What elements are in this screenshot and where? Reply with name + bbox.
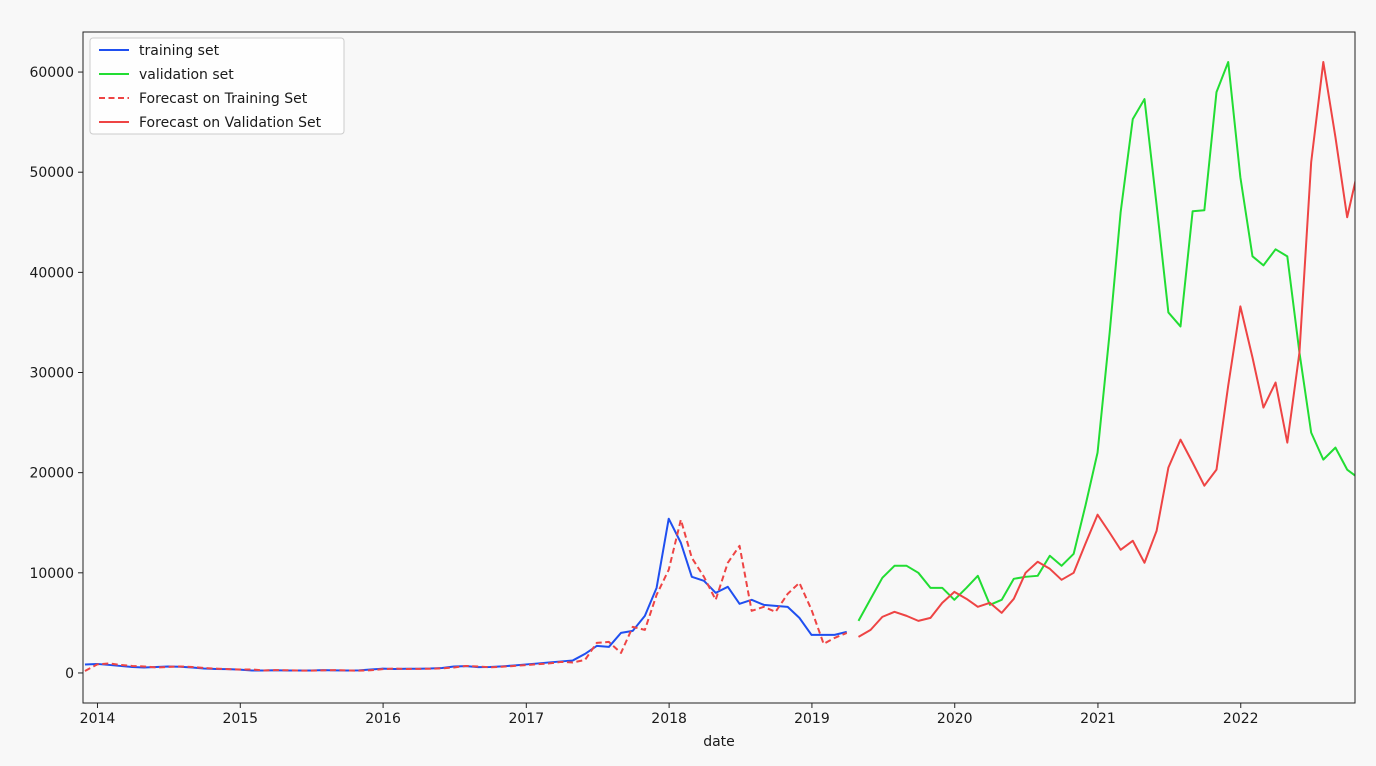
legend-label: Forecast on Validation Set (139, 115, 322, 131)
x-tick-label: 2014 (80, 711, 116, 727)
y-tick-label: 10000 (29, 566, 74, 582)
y-tick-label: 0 (65, 666, 74, 682)
plot-area (84, 61, 1355, 672)
series-line-forecast-on-training-set (84, 518, 848, 672)
y-tick-label: 30000 (29, 366, 74, 382)
plot-frame (82, 31, 1356, 704)
y-tick-label: 50000 (29, 165, 74, 181)
x-tick-label: 2018 (651, 711, 687, 727)
legend-label: Forecast on Training Set (139, 91, 308, 107)
series-lines (84, 61, 1355, 672)
x-tick-label: 2017 (508, 711, 544, 727)
series-line-validation-set (857, 61, 1355, 622)
series-line-forecast-on-validation-set (857, 61, 1355, 638)
x-tick-label: 2020 (937, 711, 973, 727)
legend-label: training set (139, 43, 220, 59)
y-tick-label: 60000 (29, 65, 74, 81)
x-axis-label: date (703, 734, 735, 750)
x-tick-label: 2022 (1223, 711, 1259, 727)
x-tick-label: 2021 (1080, 711, 1116, 727)
y-tick-label: 20000 (29, 466, 74, 482)
axes: 0 10000 20000 30000 40000 50000 60000 2014 2015 2… (29, 31, 1356, 727)
x-tick-label: 2016 (365, 711, 401, 727)
x-tick-label: 2015 (222, 711, 258, 727)
legend-box (89, 37, 345, 135)
y-tick-label: 40000 (29, 265, 74, 281)
x-tick-label: 2019 (794, 711, 830, 727)
legend-label: validation set (139, 67, 234, 83)
legend: training set validation set Forecast on Tr… (89, 37, 345, 135)
